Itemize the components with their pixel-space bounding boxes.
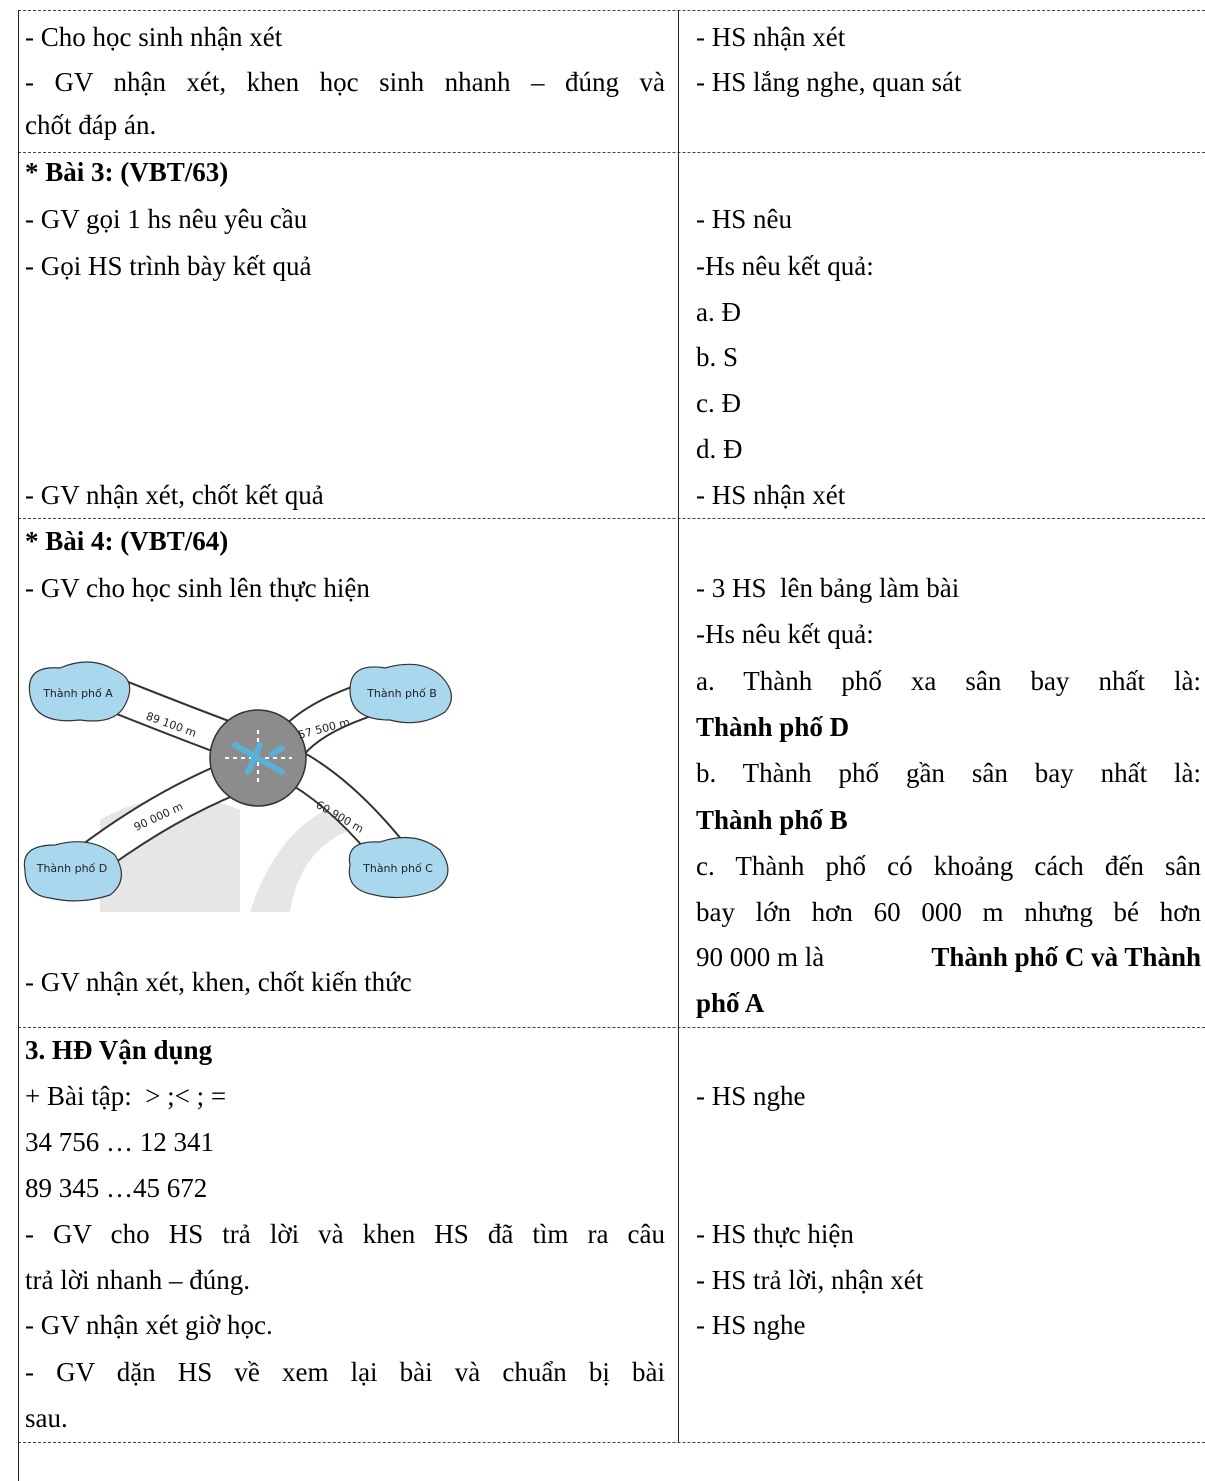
text-line: - HS nghe [696, 1310, 806, 1340]
text-line: - HS nghe [696, 1081, 806, 1111]
text-line: - GV gọi 1 hs nêu yêu cầu [25, 204, 308, 234]
answer: Thành phố D [696, 712, 850, 742]
text-line: - GV nhận xét, khen, chốt kiến thức [25, 967, 412, 997]
roads [72, 677, 418, 883]
city-label: Thành phố A [42, 687, 113, 700]
column-divider [678, 10, 679, 1442]
row-border [18, 1027, 1205, 1028]
text-line: 90 000 m là Thành phố C và Thành [696, 940, 1201, 974]
answer: Thành phố C và Thành [931, 942, 1201, 972]
text-line: trả lời nhanh – đúng. [25, 1265, 250, 1295]
text-line: - HS nhận xét [696, 480, 846, 510]
text-line: - HS trả lời, nhận xét [696, 1265, 924, 1295]
text-line: d. Đ [696, 434, 743, 464]
text-line: -Hs nêu kết quả: [696, 619, 874, 649]
clouds [23, 661, 452, 902]
text-line: a. Đ [696, 297, 741, 327]
text-line: - HS nhận xét [696, 22, 846, 52]
text-line: - HS nêu [696, 204, 792, 234]
text-line: c. Đ [696, 388, 741, 418]
text-line: - Cho học sinh nhận xét [25, 22, 283, 52]
text-line: - GV dặn HS về xem lại bài và chuẩn bị b… [25, 1357, 665, 1387]
plane [232, 742, 285, 775]
text-line: chốt đáp án. [25, 110, 157, 140]
text-line: - GV nhận xét, khen học sinh nhanh – đún… [25, 67, 665, 97]
text-line: - GV nhận xét giờ học. [25, 1310, 273, 1340]
text-line: b. S [696, 342, 739, 372]
answer: Thành phố B [696, 805, 848, 835]
text-line: c. Thành phố có khoảng cách đến sân [696, 851, 1201, 881]
city-label: Thành phố D [36, 862, 108, 875]
figure-map: Thành phố A Thành phố B Thành phố C Thàn… [23, 661, 452, 912]
text-line: - Gọi HS trình bày kết quả [25, 251, 312, 281]
text-line: sau. [25, 1403, 68, 1433]
section-heading: * Bài 3: (VBT/63) [25, 157, 229, 187]
text-line: -Hs nêu kết quả: [696, 251, 874, 281]
text-line: - GV cho học sinh lên thực hiện [25, 573, 370, 603]
text-line: + Bài tập: > ;< ; = [25, 1081, 227, 1111]
row-border [18, 10, 1205, 11]
row-border [18, 518, 1205, 519]
text-line: - HS thực hiện [696, 1219, 854, 1249]
answer: phố A [696, 988, 765, 1018]
text-line: 89 345 …45 672 [25, 1173, 208, 1203]
text: 90 000 m là [696, 942, 831, 972]
text-line: 34 756 … 12 341 [25, 1127, 214, 1157]
row-border [18, 152, 1205, 153]
city-label: Thành phố C [362, 862, 433, 875]
text-line: b. Thành phố gần sân bay nhất là: [696, 758, 1201, 788]
row-border [18, 1442, 1205, 1443]
city-label: Thành phố B [366, 687, 437, 700]
text-line: - GV cho HS trả lời và khen HS đã tìm ra… [25, 1219, 665, 1249]
text-line: - 3 HS lên bảng làm bài [696, 573, 960, 603]
text-line: a. Thành phố xa sân bay nhất là: [696, 666, 1201, 696]
text-line: - GV nhận xét, chốt kết quả [25, 480, 324, 510]
section-heading: * Bài 4: (VBT/64) [25, 526, 229, 556]
text-line: - HS lắng nghe, quan sát [696, 67, 962, 97]
table-border [18, 10, 19, 1481]
section-heading: 3. HĐ Vận dụng [25, 1035, 213, 1065]
text-line: bay lớn hơn 60 000 m nhưng bé hơn [696, 897, 1201, 927]
